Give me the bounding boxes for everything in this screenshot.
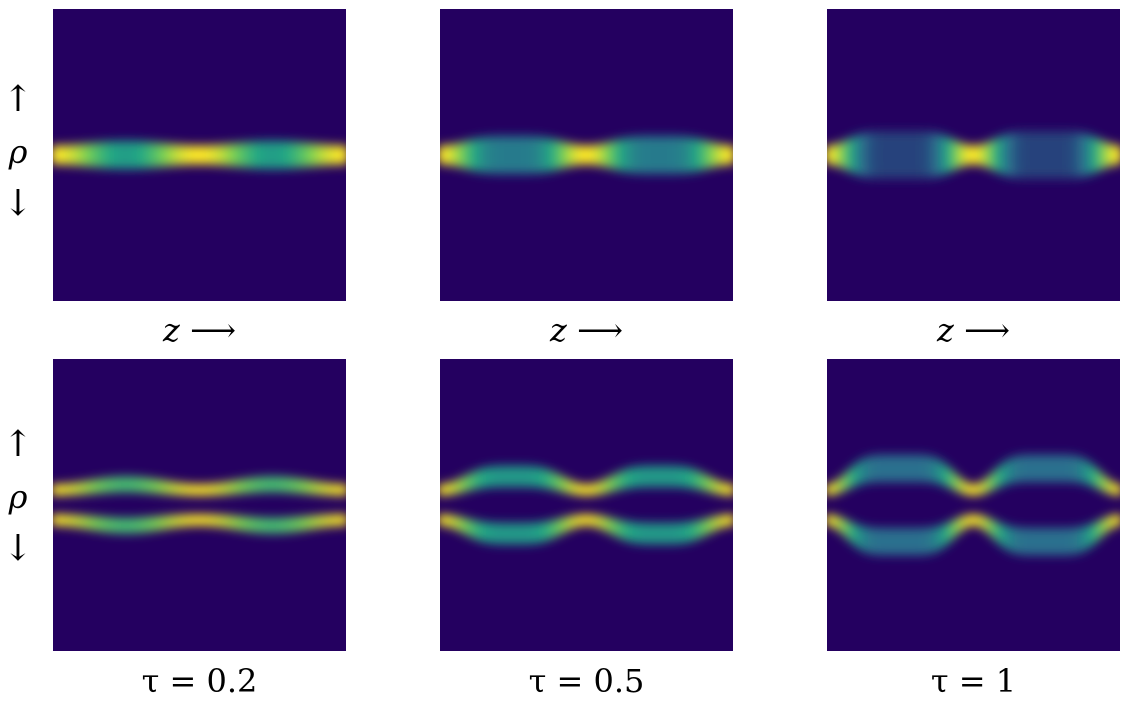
y-arrow-down: ↓ <box>2 183 34 224</box>
beam-segment-lower <box>343 514 346 526</box>
beam-intensity-layer <box>53 476 346 534</box>
y-arrow-up: ↑ <box>2 79 34 120</box>
beam-segment-upper <box>343 484 346 496</box>
beam-segment-upper <box>1117 484 1120 496</box>
heatmap-svg <box>53 359 346 651</box>
x-axis-label: z ⟶ <box>937 311 1010 349</box>
beam-intensity-layer <box>440 135 733 175</box>
beam-segment-lower <box>1117 514 1120 526</box>
y-arrow-up: ↑ <box>2 424 34 465</box>
x-axis-label: z ⟶ <box>163 311 236 349</box>
tau-label: τ = 1 <box>930 662 1017 700</box>
heatmap-panel-r0-c1 <box>440 9 733 301</box>
heatmap-panel-r0-c2 <box>827 9 1120 301</box>
beam-segment-upper <box>730 484 733 496</box>
beam-segment <box>1117 145 1120 165</box>
heatmap-panel-r1-c1 <box>440 359 733 651</box>
heatmap-panel-r1-c2 <box>827 359 1120 651</box>
heatmap-svg <box>440 9 733 301</box>
beam-intensity-layer <box>53 140 346 170</box>
heatmap-svg <box>827 359 1120 651</box>
beam-segment <box>343 145 346 165</box>
heatmap-panel-r1-c0 <box>53 359 346 651</box>
heatmap-panel-r0-c0 <box>53 9 346 301</box>
y-symbol-rho: ρ <box>8 478 28 516</box>
x-axis-label: z ⟶ <box>550 311 623 349</box>
y-arrow-down: ↓ <box>2 528 34 569</box>
heatmap-svg <box>440 359 733 651</box>
heatmap-background <box>827 359 1120 651</box>
heatmap-background <box>53 359 346 651</box>
beam-intensity-layer <box>440 465 733 545</box>
y-axis-label-bottom: ↑ ρ ↓ <box>0 425 36 569</box>
beam-segment <box>730 145 733 165</box>
heatmap-background <box>440 359 733 651</box>
beam-segment-lower <box>730 514 733 526</box>
beam-intensity-layer <box>827 454 1120 556</box>
heatmap-svg <box>53 9 346 301</box>
y-symbol-rho: ρ <box>8 133 28 171</box>
heatmap-svg <box>827 9 1120 301</box>
tau-label: τ = 0.2 <box>141 662 258 700</box>
beam-intensity-layer <box>827 130 1120 180</box>
y-axis-label-top: ↑ ρ ↓ <box>0 80 36 224</box>
tau-label: τ = 0.5 <box>528 662 645 700</box>
